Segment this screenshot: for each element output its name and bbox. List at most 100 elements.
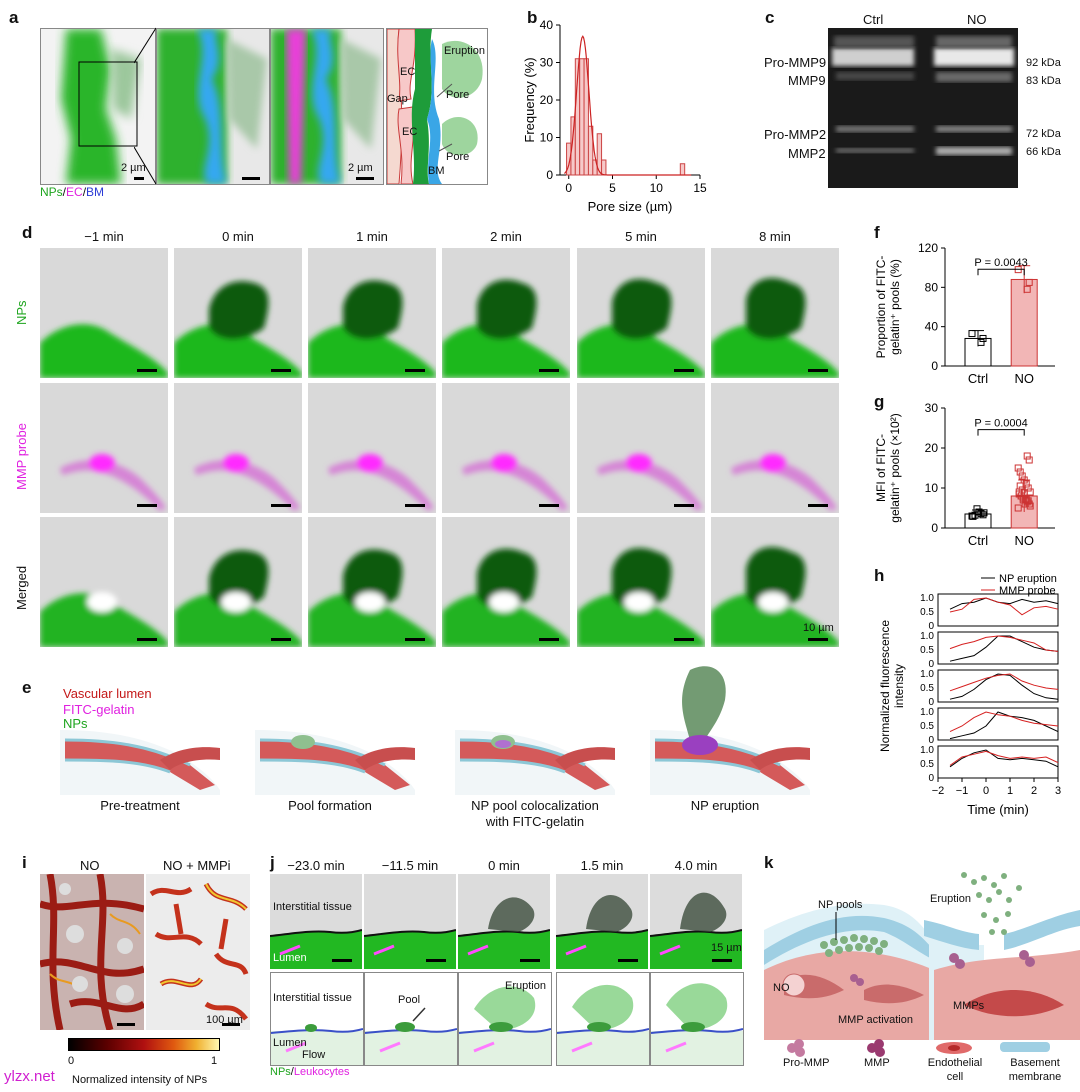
panel-a-micrograph-2 [156, 28, 270, 185]
row-label-merged: Merged [14, 565, 29, 610]
y-tick-label: 20 [925, 441, 939, 455]
micrograph-mmp-probe-1 [174, 383, 302, 513]
micrograph-nps-3 [442, 248, 570, 378]
histogram-bar [587, 125, 594, 176]
panel-i-letter: i [22, 853, 27, 872]
y-tick-label: 0 [931, 521, 938, 535]
legend-fitc-gelatin: FITC-gelatin [63, 702, 135, 717]
x-tick-label: 0 [983, 785, 989, 797]
j-schematic-1 [364, 972, 458, 1066]
x-tick-label: −2 [932, 785, 945, 797]
kda-83: 83 kDa [1026, 75, 1061, 87]
step-pre-treatment: Pre-treatment [100, 798, 180, 813]
panel-a-legend: NPs/EC/BM [40, 185, 105, 199]
data-point [1016, 468, 1024, 476]
y-tick-label: 1.0 [920, 707, 934, 718]
y-tick-label: 0 [931, 359, 938, 373]
vessel-illustration-2 [455, 660, 615, 795]
panel-g-letter: g [874, 392, 885, 411]
watermark: ylzx.net [4, 1068, 55, 1085]
panel-j-scale: 15 µm [711, 942, 742, 954]
panel-d-scale: 10 µm [803, 622, 834, 634]
panel-a-label-ec2: EC [402, 126, 418, 138]
y-tick-label: 1.0 [920, 669, 934, 680]
band-label-mmp9: MMP9 [788, 73, 826, 88]
subplot-frame [937, 669, 1059, 703]
panel-c-letter: c [765, 8, 775, 27]
pore-size-histogram: 0 10 20 30 40 0 5 10 15 Pore size (µm) Frequency (… [522, 18, 707, 214]
time-label: 0 min [222, 229, 254, 244]
panel-i-image-no [40, 874, 144, 1030]
data-point [977, 338, 985, 346]
panel-i-image-mmpi [146, 874, 250, 1030]
y-tick-label: 0.5 [920, 683, 934, 694]
micrograph-mmp-probe-2 [308, 383, 436, 513]
y-axis-label-line2: gelatin⁺ pools (%) [888, 259, 902, 355]
micrograph-merged-4 [577, 517, 705, 647]
micrograph-merged-0 [40, 517, 168, 647]
data-point [1025, 456, 1033, 464]
y-tick-label: 1.0 [920, 631, 934, 642]
row-label-mmp-probe: MMP probe [14, 423, 29, 490]
micrograph-mmp-probe-3 [442, 383, 570, 513]
micrograph-nps-0 [40, 248, 168, 378]
data-point [1025, 278, 1033, 286]
panel-a-schematic [386, 28, 488, 185]
j-top-label-interstitial: Interstitial tissue [273, 901, 352, 913]
kda-66: 66 kDa [1026, 146, 1061, 158]
legend-vascular-lumen: Vascular lumen [63, 686, 152, 701]
series-line-probe [949, 750, 1059, 766]
x-axis-label: Pore size (µm) [588, 199, 673, 214]
data-point [979, 334, 987, 342]
subplot-frame [937, 593, 1059, 627]
gel-lane-no: NO [967, 12, 987, 27]
y-axis-label: Frequency (%) [522, 57, 537, 142]
y-tick-label: 1.0 [920, 745, 934, 756]
series-line-probe [949, 635, 1059, 652]
histogram-bar [679, 163, 686, 176]
k-legend-pro-mmp: Pro-MMP [783, 1057, 830, 1069]
panel-k-illustration [764, 870, 1080, 1040]
x-tick-label: 0 [565, 181, 572, 195]
x-tick-label: 2 [1031, 785, 1037, 797]
series-line-probe [949, 597, 1059, 616]
y-tick-label: 10 [540, 131, 554, 145]
band-label-pro-mmp9: Pro-MMP9 [764, 55, 827, 70]
j-micrograph-2 [458, 874, 550, 969]
vessel-illustration-3 [650, 660, 810, 795]
panel-d-letter: d [22, 223, 33, 242]
subplot-frame [937, 631, 1059, 665]
j-top-label-lumen: Lumen [273, 952, 307, 964]
data-point [1014, 464, 1022, 472]
micrograph-mmp-probe-5 [711, 383, 839, 513]
panel-a-label-bm: BM [428, 165, 445, 177]
step-np-eruption: NP eruption [690, 798, 760, 813]
panel-a-label-gap: Gap [387, 93, 408, 105]
j-micrograph-4 [650, 874, 742, 969]
micrograph-merged-2 [308, 517, 436, 647]
panel-j-letter: j [270, 853, 275, 872]
data-point [1014, 504, 1022, 512]
kda-72: 72 kDa [1026, 128, 1061, 140]
data-point [971, 511, 979, 519]
p-value-annotation: P = 0.0043 [974, 257, 1027, 269]
fitc-mfi-chart: 0 10 20 30 Ctrl NO P = 0.0004 MFI of FITC-gelat… [875, 401, 1055, 548]
panel-a-scale-2: 2 µm [348, 162, 373, 174]
data-point [980, 509, 988, 517]
y-axis-label: Normalized fluorescence [878, 620, 892, 752]
step-colocalization-line1: NP pool colocalization [471, 798, 599, 813]
panel-b-letter: b [527, 8, 538, 27]
category-label: Ctrl [968, 371, 988, 386]
micrograph-mmp-probe-4 [577, 383, 705, 513]
y-axis-label-line2: gelatin⁺ pools (×10²) [888, 413, 902, 522]
k-legend-mmp: MMP [864, 1057, 890, 1069]
y-tick-label: 30 [925, 401, 939, 415]
j-schematic-3 [556, 972, 650, 1066]
series-line-eruption [949, 711, 1059, 740]
j-time-label: 4.0 min [674, 858, 718, 873]
micrograph-merged-3 [442, 517, 570, 647]
subplot-frame [937, 745, 1059, 779]
k-legend-cell: cell [946, 1071, 964, 1083]
x-tick-label: 5 [609, 181, 616, 195]
